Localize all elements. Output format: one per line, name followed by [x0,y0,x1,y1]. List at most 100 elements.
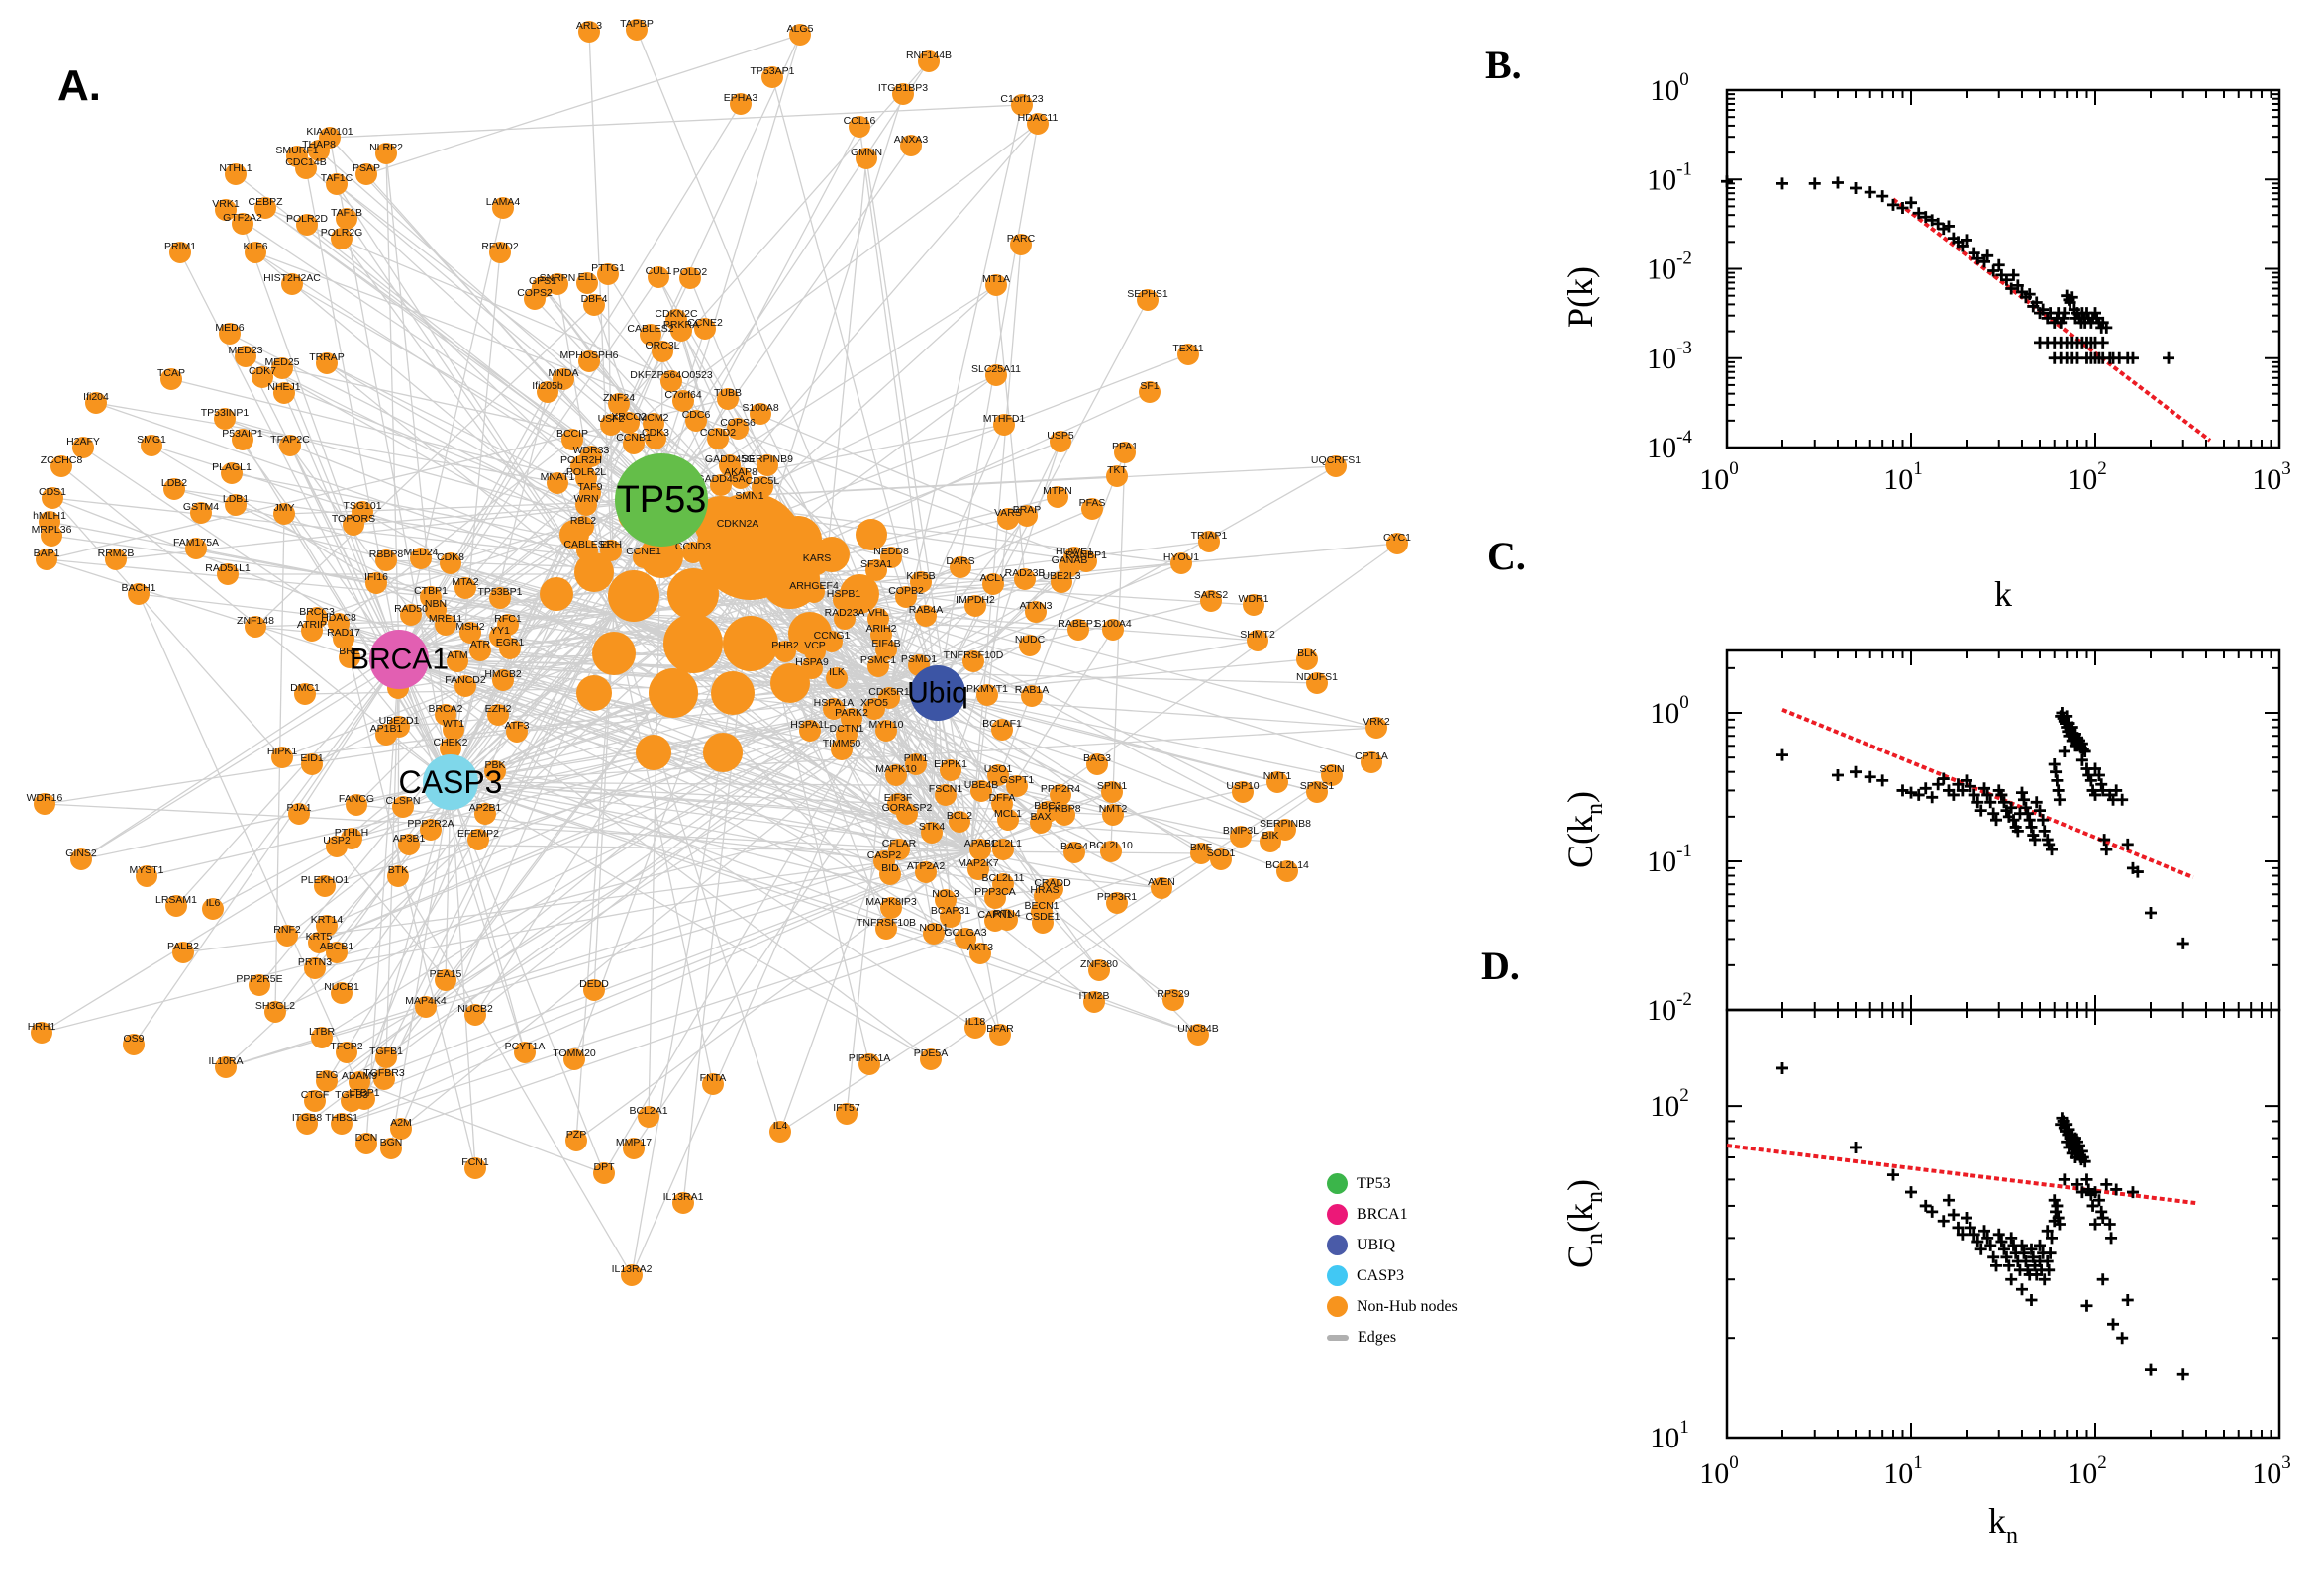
cluster-blob [592,632,636,675]
gene-node-label: HDAC11 [1018,112,1059,124]
data-point [1960,1212,1972,1225]
gene-node-label: PTHLH [335,827,368,839]
gene-node-label: PPA1 [1112,441,1138,452]
gene-node-label: CFLAR [882,838,917,849]
gene-node-label: PZP [566,1129,586,1141]
data-point [1981,1232,1994,1245]
gene-node [249,974,270,996]
network-edge [648,499,662,1118]
data-point [1981,249,1994,262]
data-point [2075,753,2088,766]
hub-node-casp3 [423,754,478,810]
gene-node [128,583,150,605]
gene-node-label: ERH [600,539,622,550]
gene-node [833,589,855,611]
gene-node-label: CDS1 [39,486,66,498]
gene-node [1027,113,1049,135]
data-point [1956,240,1969,252]
gene-node [921,822,943,844]
cluster-blob [663,614,723,673]
data-point [1992,258,2005,271]
network-edge [46,558,615,615]
data-point [1775,1061,1788,1074]
gene-node-label: VRK2 [1363,716,1390,728]
data-points [1775,1061,2189,1381]
gene-node-label: MSH2 [455,621,484,633]
gene-node [1114,442,1136,463]
gene-node [984,887,1006,909]
data-point [2000,273,2013,286]
y-tick-label: 10-2 [1647,249,1692,286]
network-edge [450,562,615,615]
data-point [1968,788,1980,801]
network-edge [283,513,452,783]
data-point [2098,834,2111,847]
gene-node-label: PPP3R1 [1097,891,1137,903]
gene-node-label: ATXN3 [1019,600,1052,612]
gene-node-label: BCL2L1 [984,838,1022,849]
network-edge [575,850,971,1142]
gene-node [799,720,821,742]
gene-node-label: IL18 [965,1016,986,1028]
data-point [2075,1186,2088,1199]
gene-node [169,242,191,263]
gene-node-label: DPT [594,1161,616,1173]
data-point [2110,1183,2123,1196]
gene-node [271,747,293,768]
gene-node-label: LRSAM1 [155,894,197,906]
gene-node-label: MMP17 [616,1137,652,1148]
axis-ticks [1726,89,2280,449]
gene-node [875,639,897,660]
gene-node [950,556,971,578]
gene-node-label: TRRAP [309,351,345,363]
data-point [2144,907,2157,920]
gene-node-label: TFAP2C [270,434,310,446]
gene-node-label: CEBPZ [248,196,283,208]
gene-node-label: HUWE1 [1056,546,1093,557]
y-axis-title: P(k) [1561,266,1600,328]
network-edge [937,565,1070,694]
gene-node [1190,843,1212,864]
gene-node-label: MED23 [228,345,262,356]
data-point [2015,1283,2028,1296]
gene-node-label: TRIAP1 [1191,530,1228,542]
axis-ticks [1726,650,2280,1011]
data-point [1978,1225,1991,1238]
gene-node [165,895,187,917]
gene-node-label: ACLY [980,572,1007,584]
network-edge [890,682,1100,971]
gene-node-label: MED25 [264,356,299,368]
gene-node [879,863,901,885]
gene-node [672,1192,694,1214]
gene-node-label: TNFRSF10B [857,917,916,929]
gene-node-label: ABCB1 [320,941,354,952]
cluster-blob [723,616,778,671]
gene-node-label: THAP8 [302,139,336,150]
gene-node-label: MTHFD1 [983,413,1026,425]
gene-node [1010,234,1032,255]
gene-node [821,631,843,652]
gene-node-label: FKBP8 [1048,803,1080,815]
data-point [2080,1299,2093,1312]
gene-node [72,437,94,458]
gene-node-label: RAD17 [327,627,360,639]
gene-node [880,897,902,919]
gene-node [443,719,464,741]
gene-node [410,548,432,569]
data-point [2100,1178,2113,1191]
gene-node-label: HRAS [1030,884,1059,896]
gene-node-label: GPS1 [529,275,556,287]
gene-node [467,829,489,850]
gene-node-label: LDB1 [223,493,249,505]
gene-node [1016,505,1038,527]
data-point [1995,1236,2008,1248]
data-point [2025,1243,2038,1255]
gene-node [964,595,986,617]
gene-node [1187,1024,1209,1046]
data-point [2030,296,2043,309]
legend-item-nonhub: Non-Hub nodes [1327,1291,1458,1322]
gene-node [1243,594,1264,616]
gene-node-label: LAMA4 [486,196,521,208]
gene-node-label: BRCA2 [428,703,462,715]
